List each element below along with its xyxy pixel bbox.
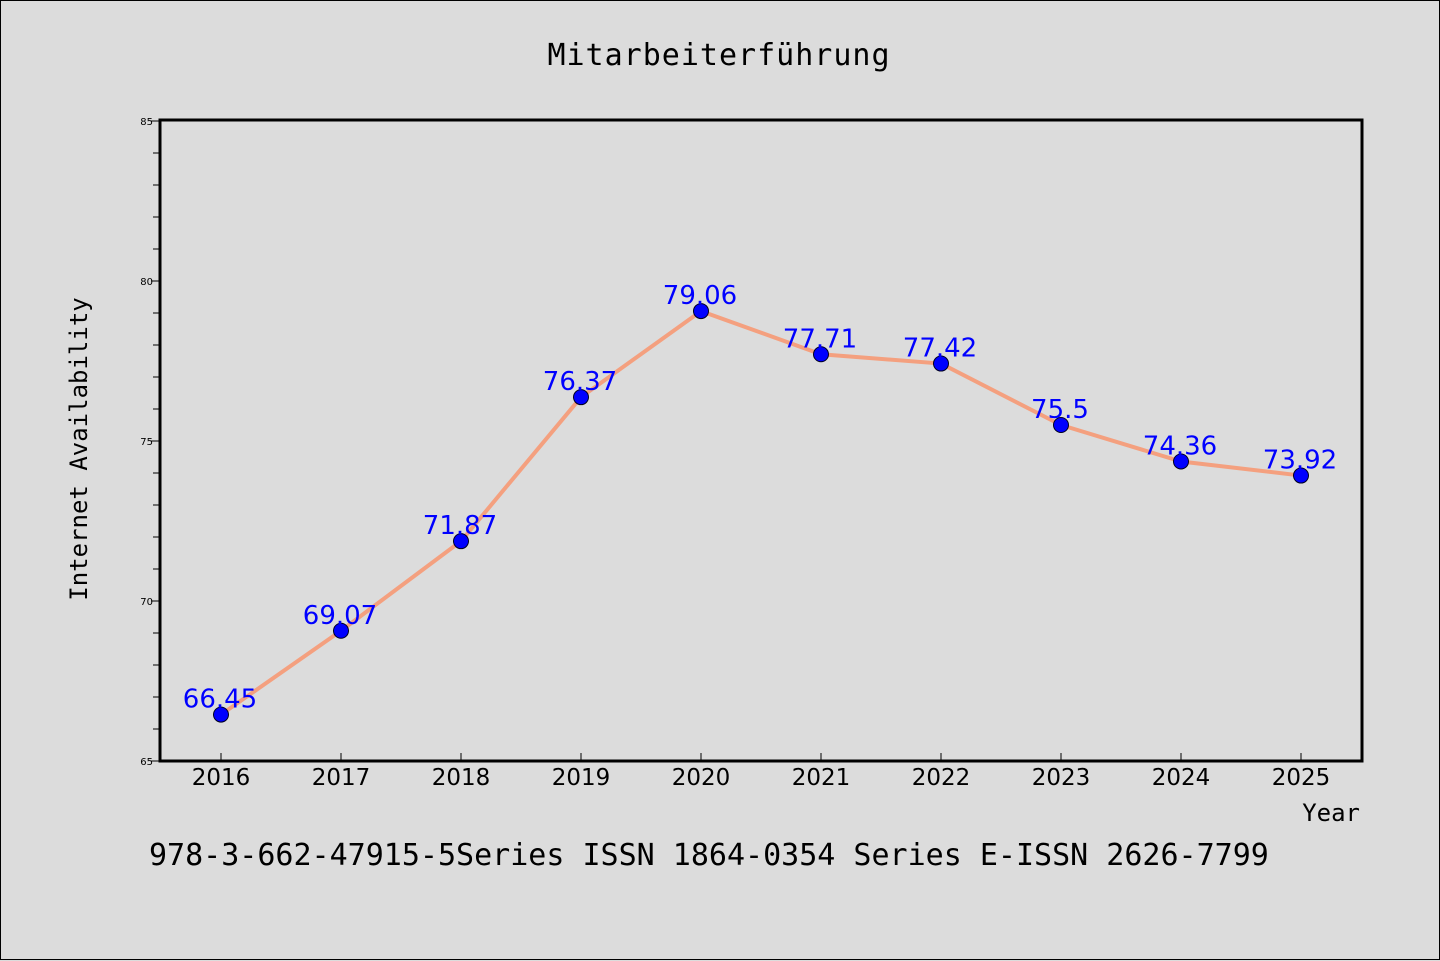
x-tick-label: 2024 [1152,765,1211,791]
data-point [693,303,709,320]
x-tick-label: 2016 [192,765,251,791]
x-tick-label: 2020 [672,765,731,791]
x-axis: 2016 2017 2018 2019 2020 2021 2022 2023 2024 2025 [192,753,1331,791]
y-tick-label: 80 [140,277,153,288]
footer-text: 978-3-662-47915-5Series ISSN 1864-0354 S… [149,838,1269,873]
series-line [219,309,1303,717]
x-tick-label: 2018 [432,765,491,791]
x-axis-label: Year [1302,799,1360,827]
data-point [453,533,469,550]
data-label: 71.87 [423,511,497,541]
y-tick-label: 75 [140,437,153,448]
data-label: 76.37 [543,367,617,397]
data-label: 77.71 [783,324,857,354]
y-tick-label: 70 [140,597,153,608]
x-tick-label: 2017 [312,765,371,791]
y-axis-label: Internet Availability [65,297,93,600]
series-group: 66.45 69.07 71.87 76.37 79.06 77.71 77.42 75.5 7… [183,281,1337,723]
data-point [573,389,589,406]
data-point [1053,417,1069,433]
x-tick-label: 2022 [912,765,971,791]
data-point [933,355,949,372]
y-tick-label: 85 [140,117,153,128]
data-label: 79.06 [663,281,737,311]
x-tick-label: 2025 [1272,765,1331,791]
data-point [813,346,829,363]
x-tick-label: 2019 [552,765,611,791]
x-tick-label: 2021 [792,765,851,791]
data-point [333,622,349,639]
y-tick-label: 65 [140,757,153,768]
data-point [1293,467,1309,484]
data-label: 77.42 [903,334,977,364]
y-axis: 65 70 75 80 85 [140,117,161,768]
data-label: 73.92 [1263,446,1337,476]
data-label: 75.5 [1031,395,1089,425]
data-point [213,706,229,723]
data-label: 66.45 [183,685,257,715]
chart-title: Mitarbeiterführung [547,38,890,73]
data-label: 69.07 [303,601,377,631]
x-tick-label: 2023 [1032,765,1091,791]
data-point [1173,453,1189,470]
data-label: 74.36 [1143,431,1217,461]
